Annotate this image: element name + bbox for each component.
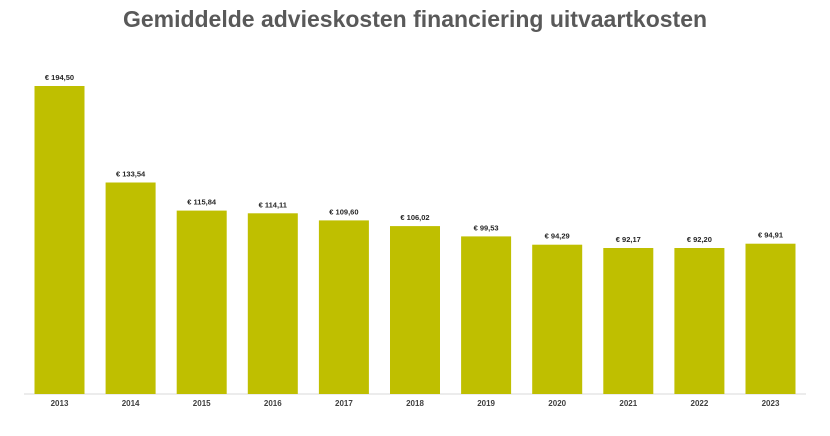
bar-2019 [461,236,512,394]
bar-2016 [247,213,298,394]
x-tick-label-2023: 2023 [762,399,780,408]
x-tick-label-2021: 2021 [619,399,637,408]
chart-title: Gemiddelde advieskosten financiering uit… [122,6,708,32]
data-label-2019: € 99,53 [474,223,499,232]
data-label-2013: € 194,50 [45,73,74,82]
bar-2014 [105,182,156,394]
bar-2015 [176,210,227,394]
x-tick-label-2015: 2015 [193,399,211,408]
x-tick-label-2020: 2020 [548,399,566,408]
bar-2020 [532,244,583,394]
bar-2013 [34,86,85,394]
x-tick-label-2016: 2016 [264,399,282,408]
data-label-2015: € 115,84 [187,198,217,207]
x-tick-label-2014: 2014 [122,399,140,408]
x-tick-label-2022: 2022 [691,399,709,408]
x-tick-label-2013: 2013 [51,399,69,408]
data-label-2017: € 109,60 [329,207,358,216]
bar-2018 [390,226,440,394]
data-label-2020: € 94,29 [545,232,570,241]
data-label-2018: € 106,02 [400,213,429,222]
x-tick-label-2018: 2018 [406,399,424,408]
data-label-2023: € 94,91 [758,231,783,240]
data-label-2014: € 133,54 [116,170,146,179]
bar-2022 [674,248,725,394]
bar-2017 [318,220,369,394]
data-label-2021: € 92,17 [616,235,641,244]
bar-2021 [603,248,654,394]
bar-2023 [745,243,796,394]
x-tick-label-2019: 2019 [477,399,495,408]
x-tick-label-2017: 2017 [335,399,353,408]
data-label-2022: € 92,20 [687,235,712,244]
data-label-2016: € 114,11 [259,200,287,209]
